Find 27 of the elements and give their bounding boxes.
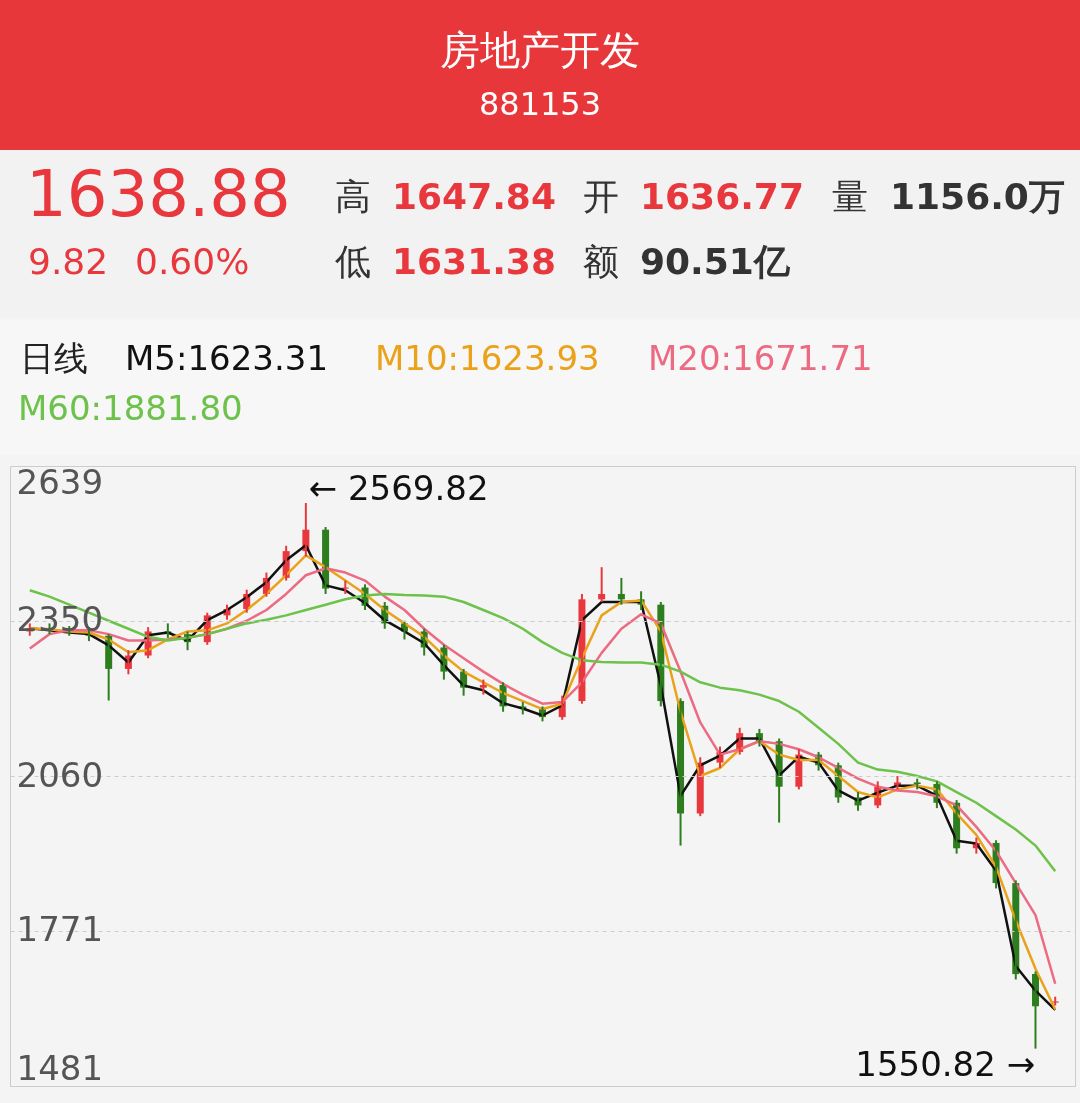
annotation: ← 2569.82: [308, 468, 489, 508]
text: 1156.0万: [890, 176, 1065, 217]
text: M10:1623.93: [375, 338, 600, 378]
text: 0.60%: [135, 241, 250, 282]
text: 1631.38: [392, 241, 556, 282]
y-tick-label: 2639: [16, 461, 104, 502]
text: 1638.88: [26, 157, 291, 231]
chart-subtitle: 881153: [478, 85, 602, 123]
text: 日线: [20, 338, 88, 378]
text: 低: [335, 241, 371, 282]
y-tick-label: 1771: [16, 909, 104, 950]
text: M20:1671.71: [648, 338, 873, 378]
text: 开: [583, 176, 619, 217]
text: 9.82: [28, 241, 109, 282]
y-tick-label: 2350: [16, 599, 104, 640]
text: 1647.84: [392, 176, 556, 217]
text: 量: [832, 176, 868, 217]
y-tick-label: 1481: [16, 1047, 104, 1088]
annotation: 1550.82 →: [855, 1044, 1036, 1084]
text: 1636.77: [640, 176, 804, 217]
text: 高: [335, 176, 371, 217]
text: 90.51亿: [640, 241, 791, 282]
chart-title: 房地产开发: [440, 27, 640, 73]
text: 额: [583, 241, 619, 282]
text: M60:1881.80: [18, 388, 243, 428]
y-tick-label: 2060: [16, 754, 104, 795]
text: M5:1623.31: [125, 338, 329, 378]
